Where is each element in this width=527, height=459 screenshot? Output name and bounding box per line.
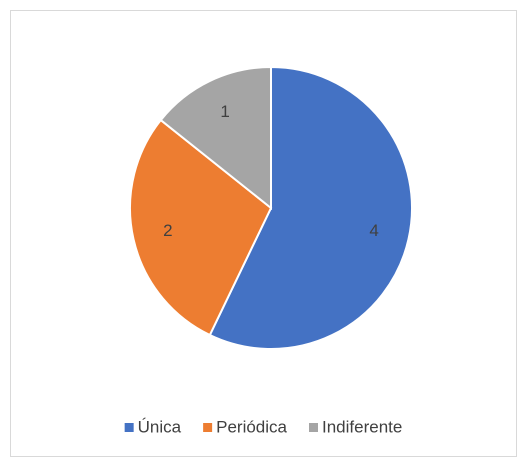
data-label: 4 — [369, 221, 378, 240]
legend-label: Periódica — [216, 417, 287, 436]
legend-label: Indiferente — [322, 417, 402, 436]
legend-label: Única — [138, 417, 182, 436]
data-label: 1 — [220, 102, 229, 121]
legend-swatch — [203, 423, 213, 432]
legend-swatch — [309, 423, 318, 432]
pie-slice — [208, 65, 413, 350]
pie-slice — [129, 118, 273, 337]
data-label: 2 — [163, 221, 172, 240]
pie-slice — [159, 65, 272, 211]
legend-swatch — [124, 423, 134, 432]
